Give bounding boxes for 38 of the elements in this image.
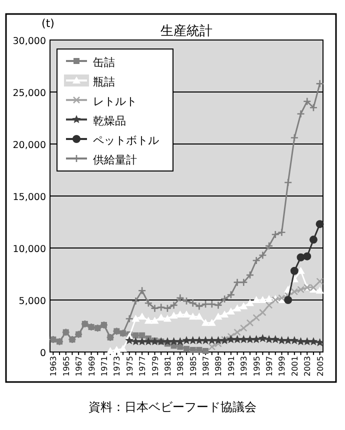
text: 資料：日本ベビーフード協議会 <box>88 400 256 414</box>
y-tick-label: 10,000 <box>12 244 46 255</box>
x-tick-label: 1967 <box>74 356 84 376</box>
x-tick-label: 1963 <box>49 356 58 376</box>
x-tick-label: 1983 <box>176 356 186 376</box>
x-tick-label: 1997 <box>265 356 274 376</box>
x-tick-label: 1979 <box>150 356 160 376</box>
x-tick-label: 1981 <box>163 356 172 376</box>
x-tick-label: 1977 <box>138 356 148 376</box>
x-tick-label: 1985 <box>188 356 198 376</box>
x-tick-label: 1999 <box>278 356 287 376</box>
chart-title: 生産統計 <box>160 23 212 39</box>
x-tick-label: 1965 <box>62 356 71 376</box>
x-tick-label: 2003 <box>303 356 312 376</box>
y-tick-label: 0 <box>40 348 46 359</box>
x-tick-label: 1971 <box>100 356 109 376</box>
x-tick-label: 1969 <box>87 356 96 376</box>
x-tick-label: 1987 <box>202 356 211 376</box>
legend-label: 缶詰 <box>93 56 115 69</box>
legend-label: 瓶詰 <box>93 76 115 88</box>
y-tick-label: 20,000 <box>12 140 46 151</box>
legend-label: レトルト <box>93 95 137 108</box>
x-tick-label: 1973 <box>112 356 122 376</box>
y-axis-title: (t) <box>42 17 54 30</box>
x-tick-label: 2005 <box>316 356 325 376</box>
x-tick-label: 1975 <box>125 356 134 376</box>
legend-label: ペットボトル <box>93 134 159 147</box>
y-tick-label: 5,000 <box>18 296 46 307</box>
x-tick-label: 1989 <box>214 356 224 376</box>
x-tick-label: 1993 <box>240 356 249 376</box>
x-tick-label: 1991 <box>226 356 236 376</box>
x-tick-label: 2001 <box>290 356 300 376</box>
y-tick-label: 15,000 <box>12 192 46 203</box>
legend-label: 供給量計 <box>93 154 137 166</box>
x-tick-label: 1995 <box>252 356 262 376</box>
y-tick-label: 25,000 <box>12 88 46 99</box>
legend-label: 乾燥品 <box>93 114 126 128</box>
y-tick-label: 30,000 <box>12 36 46 47</box>
